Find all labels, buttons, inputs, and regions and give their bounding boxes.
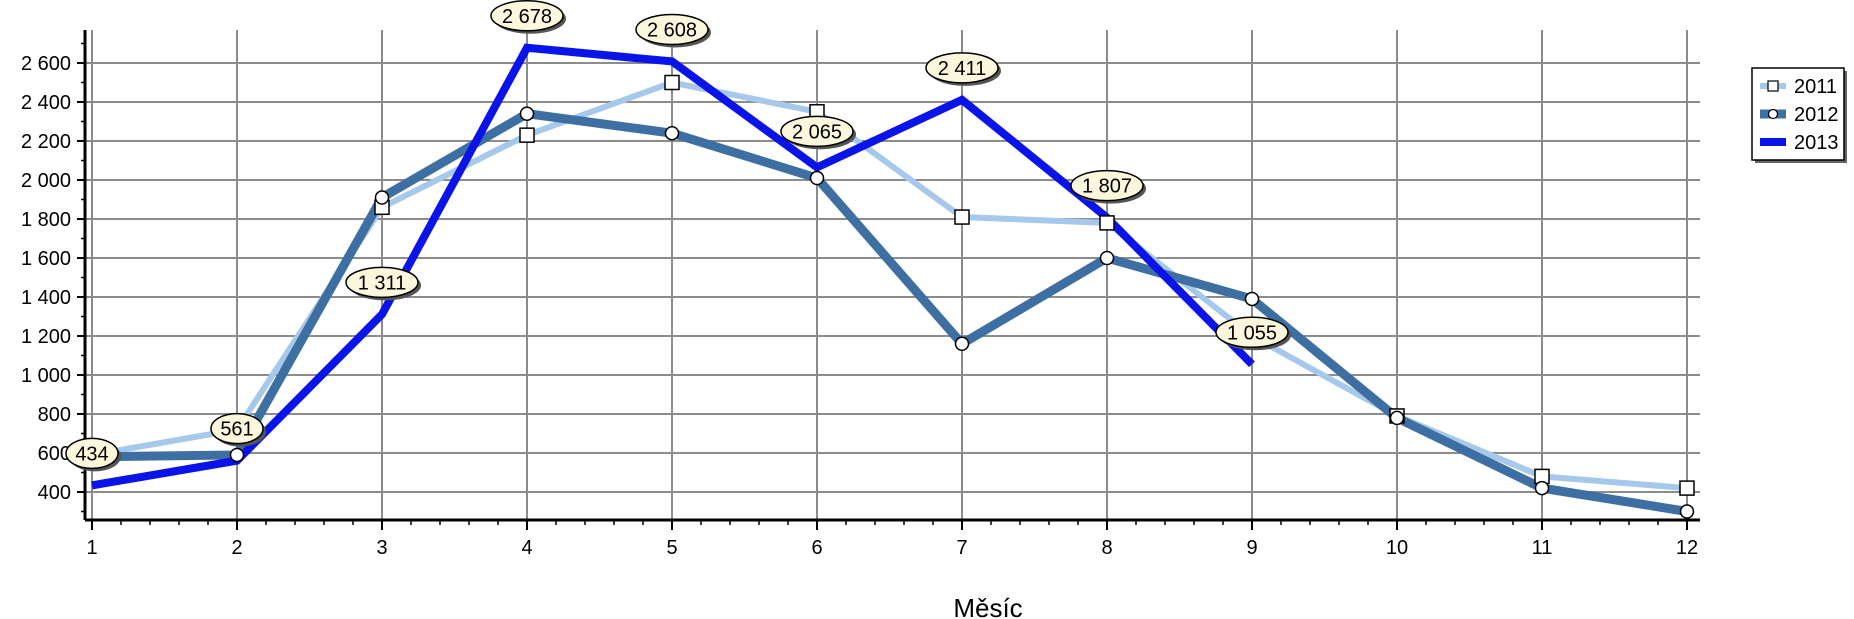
marker-2012 [229,447,245,463]
marker-2012 [1099,250,1115,266]
data-label-text: 2 065 [792,121,842,143]
marker-2012 [954,336,970,352]
data-label-bubble [210,412,264,445]
marker-2012 [1534,480,1550,496]
data-label-bubble [1070,169,1144,202]
x-tick-label: 8 [1101,537,1112,559]
y-tick-label: 800 [38,404,71,426]
x-tick-label: 7 [956,537,967,559]
x-axis-title: Měsíc [953,593,1022,619]
data-label: 434 [65,437,121,472]
x-tick-label: 11 [1532,537,1553,559]
data-label-text: 1 311 [358,272,407,294]
data-label: 2 065 [780,115,856,150]
data-label-text: 1 055 [1227,322,1277,344]
data-label-text: 2 411 [938,58,987,80]
data-label-text: 1 807 [1082,176,1132,198]
data-labels: 434 561 1 311 2 678 2 608 2 065 2 411 1 807 1 05… [65,0,1291,472]
legend-marker [1767,80,1779,92]
marker-2012 [809,170,825,186]
x-tick-label: 3 [376,537,387,559]
data-label-text: 561 [220,419,253,441]
y-tick-label: 2 400 [21,92,71,114]
legend-label: 2013 [1794,132,1839,154]
data-label: 2 678 [490,0,566,34]
marker-2011 [1099,215,1115,231]
y-tick-label: 2 200 [21,131,71,153]
legend-label: 2012 [1794,104,1839,126]
legend-item: 2013 [1760,132,1839,154]
y-tick-label: 2 000 [21,170,71,192]
tick-labels: 400 600 800 1 000 1 200 1 400 1 600 1 800 2 000 2… [21,53,1698,559]
legend: 2011 2012 2013 [1751,67,1847,163]
series-line-2013 [91,43,1255,490]
legend-marker [1767,108,1779,120]
data-label-bubble [345,266,419,299]
series-line-2012 [91,109,1688,516]
series-lines [84,43,1695,519]
x-tick-label: 4 [521,537,532,559]
x-tick-label: 9 [1246,537,1257,559]
y-tick-label: 1 200 [21,326,71,348]
y-tick-label: 1 800 [21,209,71,231]
marker-2012 [519,106,535,121]
data-label-bubble [65,437,119,470]
x-tick-label: 6 [811,537,822,559]
y-tick-label: 1 400 [21,287,71,309]
data-label-bubble [635,13,709,46]
legend-item: 2011 [1760,76,1837,98]
x-tick-label: 1 [86,537,97,559]
marker-2012 [1679,504,1695,519]
data-label: 2 608 [635,13,711,48]
marker-2011 [954,209,970,225]
data-label-text: 2 608 [647,19,697,41]
data-label-bubble [1215,316,1289,349]
marker-2012 [664,125,680,141]
data-label: 1 055 [1215,316,1291,351]
marker-2012 [374,190,390,205]
y-tick-label: 600 [38,443,71,465]
data-label-text: 2 678 [502,6,552,28]
x-tick-label: 5 [666,537,677,559]
data-label-bubble [490,0,564,32]
marker-2011 [664,74,680,91]
marker-2011 [519,127,535,143]
axes [77,30,1700,530]
data-label: 1 807 [1070,169,1146,204]
data-label: 561 [210,412,266,447]
y-tick-label: 1 600 [21,248,71,270]
data-label-bubble [925,52,999,84]
legend-item: 2012 [1760,104,1839,126]
legend-label: 2011 [1794,76,1837,98]
y-tick-label: 1 000 [21,365,71,387]
x-tick-label: 10 [1386,537,1408,559]
y-tick-label: 2 600 [21,53,71,75]
data-label-text: 434 [75,443,108,465]
marker-2012 [1244,291,1260,307]
data-label: 2 411 [925,52,1001,86]
marker-2012 [1389,410,1405,426]
x-tick-label: 12 [1676,537,1698,559]
data-label-bubble [780,115,854,148]
marker-2011 [1679,480,1695,496]
x-tick-label: 2 [231,537,242,559]
y-tick-label: 400 [38,482,71,504]
data-label: 1 311 [345,266,421,301]
